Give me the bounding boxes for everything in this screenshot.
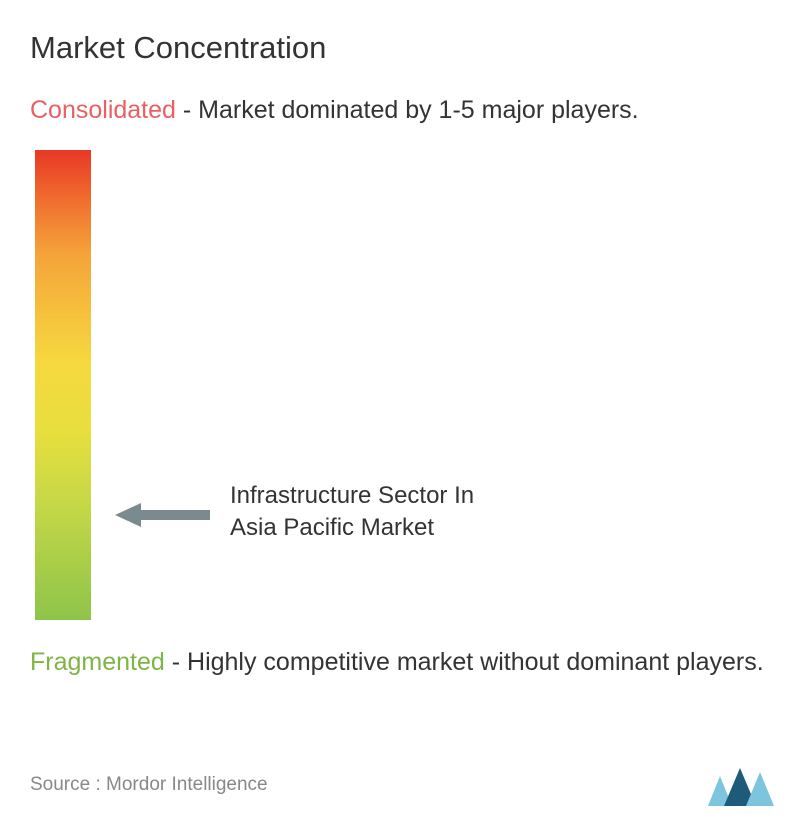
gradient-scale: Infrastructure Sector In Asia Pacific Ma… bbox=[35, 150, 766, 620]
consolidated-label: Consolidated - Market dominated by 1-5 m… bbox=[30, 96, 766, 125]
market-position-marker: Infrastructure Sector In Asia Pacific Ma… bbox=[115, 480, 474, 545]
page-title: Market Concentration bbox=[30, 30, 766, 66]
gradient-bar bbox=[35, 150, 91, 620]
marker-label-line1: Infrastructure Sector In bbox=[230, 482, 474, 509]
marker-label: Infrastructure Sector In Asia Pacific Ma… bbox=[230, 480, 474, 545]
marker-label-line2: Asia Pacific Market bbox=[230, 514, 434, 541]
arrow-left-icon bbox=[115, 500, 210, 524]
source-attribution: Source : Mordor Intelligence bbox=[30, 774, 268, 796]
consolidated-name: Consolidated bbox=[30, 96, 176, 124]
brand-logo-icon bbox=[706, 764, 776, 814]
consolidated-description: - Market dominated by 1-5 major players. bbox=[176, 96, 639, 124]
fragmented-name: Fragmented bbox=[30, 648, 165, 676]
fragmented-description: - Highly competitive market without domi… bbox=[165, 648, 764, 676]
fragmented-label: Fragmented - Highly competitive market w… bbox=[30, 648, 766, 677]
